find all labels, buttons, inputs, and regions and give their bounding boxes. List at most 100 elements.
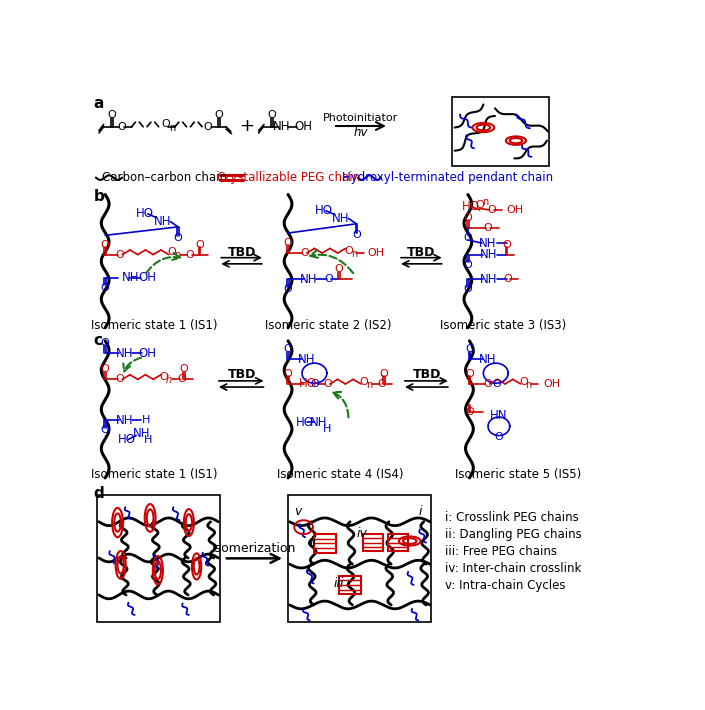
Text: O: O (503, 274, 512, 284)
Text: OH: OH (139, 346, 157, 360)
Text: NH: NH (480, 248, 498, 261)
Text: Isomeric state 3 (IS3): Isomeric state 3 (IS3) (440, 319, 566, 332)
Text: NH: NH (122, 271, 140, 284)
Text: NH: NH (332, 212, 350, 225)
Text: i: i (418, 506, 422, 518)
Text: O: O (173, 234, 183, 244)
Text: Carbon–carbon chain: Carbon–carbon chain (102, 171, 226, 184)
Text: O: O (283, 284, 293, 294)
Text: h: h (166, 375, 172, 385)
Bar (314, 534, 336, 552)
Text: NH: NH (154, 215, 171, 228)
Text: n: n (482, 197, 488, 207)
Text: O: O (267, 110, 276, 120)
Text: n: n (174, 251, 180, 261)
Text: O: O (483, 379, 491, 389)
Text: O: O (283, 238, 293, 248)
Text: O: O (463, 284, 472, 294)
Text: HO: HO (299, 378, 317, 391)
Text: O: O (492, 379, 501, 389)
Text: O: O (168, 247, 176, 257)
Text: HO: HO (118, 433, 135, 446)
Text: OH: OH (367, 248, 384, 258)
Text: O: O (117, 122, 125, 132)
Text: TBD: TBD (407, 246, 436, 258)
Text: O: O (465, 344, 474, 354)
Text: OH: OH (544, 379, 561, 389)
Text: O: O (352, 230, 361, 241)
Text: ii: ii (309, 536, 317, 549)
Text: NH: NH (133, 427, 150, 439)
Text: NH: NH (273, 120, 290, 133)
Text: Isomeric state 1 (IS1): Isomeric state 1 (IS1) (91, 319, 217, 332)
Text: NH: NH (310, 416, 328, 429)
Text: TBD: TBD (228, 246, 256, 258)
Text: O: O (494, 432, 503, 442)
Text: O: O (465, 369, 474, 379)
Text: O: O (160, 372, 168, 382)
Text: O: O (215, 110, 223, 120)
Text: iv: iv (356, 527, 367, 540)
Text: n: n (525, 380, 532, 390)
Text: O: O (185, 250, 194, 260)
Text: iii: Free PEG chains: iii: Free PEG chains (445, 545, 557, 558)
Text: O: O (463, 233, 472, 243)
Text: NH: NH (479, 353, 497, 366)
Text: i: Crosslink PEG chains: i: Crosslink PEG chains (445, 511, 578, 525)
Text: H: H (323, 425, 331, 435)
Text: H: H (142, 415, 150, 425)
Text: O: O (488, 205, 496, 215)
Text: O: O (484, 223, 492, 233)
Text: n: n (367, 380, 372, 390)
Bar (97, 495, 220, 622)
Text: O: O (465, 408, 474, 417)
Text: iv: Inter-chain crosslink: iv: Inter-chain crosslink (445, 562, 581, 575)
Text: O: O (360, 376, 369, 387)
Text: Isomerization: Isomerization (212, 542, 296, 555)
Bar (339, 576, 361, 594)
Text: a: a (94, 96, 104, 111)
Text: ii: Dangling PEG chains: ii: Dangling PEG chains (445, 528, 582, 542)
Text: c: c (94, 333, 102, 348)
Text: TBD: TBD (228, 368, 256, 381)
Text: O: O (101, 364, 109, 374)
Text: HO: HO (462, 200, 479, 214)
Text: O: O (101, 283, 109, 293)
Text: Isomeric state 2 (IS2): Isomeric state 2 (IS2) (265, 319, 391, 332)
Text: +: + (239, 117, 254, 135)
Text: HO: HO (136, 207, 154, 220)
Text: O: O (311, 379, 319, 389)
Bar (453, 97, 549, 166)
Bar (288, 495, 431, 622)
Text: O: O (380, 369, 388, 379)
Text: O: O (108, 110, 116, 120)
Text: O: O (325, 274, 333, 284)
Text: v: v (294, 506, 301, 518)
Text: n: n (351, 248, 357, 259)
Text: O: O (180, 364, 189, 374)
Text: NH: NH (116, 414, 133, 427)
Text: d: d (94, 486, 104, 501)
Text: O: O (502, 239, 511, 250)
Text: Crystallizable PEG chain: Crystallizable PEG chain (216, 171, 360, 184)
Text: O: O (101, 239, 109, 250)
Text: O: O (195, 239, 204, 250)
Text: OH: OH (295, 120, 312, 133)
Text: O: O (520, 376, 528, 387)
Text: TBD: TBD (412, 368, 441, 381)
Text: Photoinitiator: Photoinitiator (324, 113, 398, 123)
Text: O: O (323, 379, 332, 389)
Text: NH: NH (298, 353, 315, 366)
Text: n: n (168, 123, 175, 133)
Text: O: O (178, 374, 186, 384)
Text: v: Intra-chain Cycles: v: Intra-chain Cycles (445, 579, 565, 592)
Text: NH: NH (480, 273, 498, 285)
Text: Isomeric state 1 (IS1): Isomeric state 1 (IS1) (91, 469, 217, 481)
Text: O: O (463, 212, 472, 223)
Text: HO: HO (314, 204, 333, 217)
Text: OH: OH (138, 271, 156, 284)
Text: O: O (101, 425, 109, 435)
Text: b: b (94, 189, 104, 204)
Text: Hydroxyl-terminated pendant chain: Hydroxyl-terminated pendant chain (342, 171, 553, 184)
Text: O: O (204, 122, 213, 132)
